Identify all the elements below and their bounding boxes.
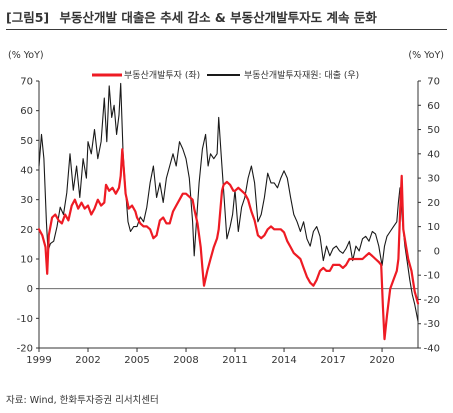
x-axis-tick-label: 2005 <box>124 355 149 366</box>
right-axis-tick-label: 0 <box>434 246 440 257</box>
legend-label-red: 부동산개발투자 (좌) <box>124 70 200 81</box>
axes: -20 -10 0 10 20 30 40 50 60 70 -40 -30 -20 -10 0 10 20 30… <box>17 77 440 367</box>
left-axis-tick-label: 40 <box>20 166 33 177</box>
right-axis-tick-label: 30 <box>427 174 440 185</box>
left-axis-tick-label: 70 <box>20 77 33 88</box>
right-axis-tick-label: 60 <box>427 101 440 112</box>
right-axis-label: (% YoY) <box>408 50 444 61</box>
left-axis-tick-label: 0 <box>27 284 33 295</box>
left-axis-tick-label: 20 <box>20 225 33 236</box>
right-axis-tick-label: -20 <box>424 295 440 306</box>
title-divider <box>6 29 447 30</box>
right-axis-tick-label: -30 <box>424 319 440 330</box>
right-axis-tick-label: 40 <box>427 149 440 160</box>
x-axis-tick-label: 2014 <box>271 355 296 366</box>
left-axis-tick-label: 30 <box>20 195 33 206</box>
right-axis-tick-label: 50 <box>427 125 440 136</box>
x-axis-tick-label: 2011 <box>222 355 247 366</box>
series-lines <box>37 82 420 341</box>
right-axis-tick-label: 70 <box>427 77 440 88</box>
right-axis-tick-label: 20 <box>427 198 440 209</box>
right-axis-tick-label: -40 <box>424 344 440 355</box>
right-axis-tick-label: -10 <box>424 271 440 282</box>
line-chart: (% YoY) (% YoY) 부동산개발투자 (좌) 부동산개발투자재원: 대… <box>8 50 444 367</box>
source-note: 자료: Wind, 한화투자증권 리서치센터 <box>6 395 159 406</box>
left-axis-tick-label: 10 <box>20 255 33 266</box>
left-axis-tick-label: 60 <box>20 106 33 117</box>
figure-title: 부동산개발 대출은 추세 감소 & 부동산개발투자도 계속 둔화 <box>59 10 377 25</box>
series-line-black <box>38 82 419 322</box>
figure-label: [그림5] <box>6 10 50 25</box>
legend: 부동산개발투자 (좌) 부동산개발투자재원: 대출 (우) <box>92 70 359 81</box>
x-axis-tick-label: 2020 <box>369 355 394 366</box>
left-axis-tick-label: -20 <box>17 344 33 355</box>
x-axis-tick-label: 2002 <box>75 355 100 366</box>
figure-title-row: [그림5] 부동산개발 대출은 추세 감소 & 부동산개발투자도 계속 둔화 <box>6 7 446 27</box>
x-axis-tick-label: 2017 <box>320 355 345 366</box>
right-axis-tick-label: 10 <box>427 222 440 233</box>
left-axis-tick-label: -10 <box>17 314 33 325</box>
left-axis-label: (% YoY) <box>8 50 44 61</box>
legend-label-black: 부동산개발투자재원: 대출 (우) <box>244 70 359 81</box>
series-line-red <box>37 148 420 341</box>
left-axis-tick-label: 50 <box>20 136 33 147</box>
x-axis-tick-label: 1999 <box>26 355 51 366</box>
x-axis-tick-label: 2008 <box>173 355 198 366</box>
